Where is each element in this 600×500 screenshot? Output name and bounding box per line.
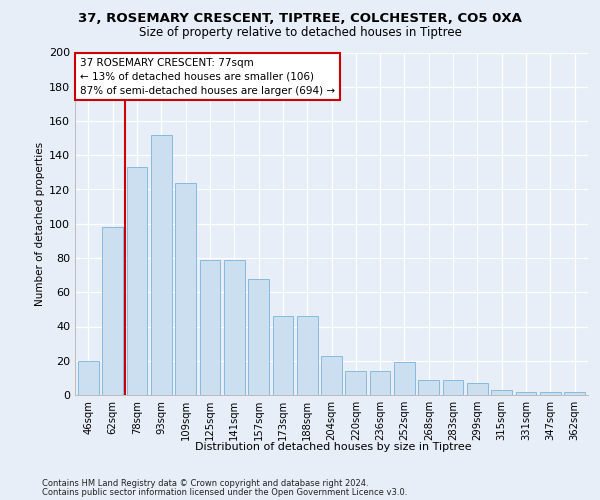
Bar: [127, 167, 148, 395]
Bar: [394, 362, 415, 395]
Bar: [272, 316, 293, 395]
Bar: [491, 390, 512, 395]
Text: 37, ROSEMARY CRESCENT, TIPTREE, COLCHESTER, CO5 0XA: 37, ROSEMARY CRESCENT, TIPTREE, COLCHEST…: [78, 12, 522, 24]
Bar: [443, 380, 463, 395]
Text: 37 ROSEMARY CRESCENT: 77sqm
← 13% of detached houses are smaller (106)
87% of se: 37 ROSEMARY CRESCENT: 77sqm ← 13% of det…: [80, 58, 335, 96]
Y-axis label: Number of detached properties: Number of detached properties: [35, 142, 45, 306]
Text: Distribution of detached houses by size in Tiptree: Distribution of detached houses by size …: [194, 442, 472, 452]
Bar: [103, 227, 123, 395]
Bar: [297, 316, 317, 395]
Bar: [200, 260, 220, 395]
Text: Contains public sector information licensed under the Open Government Licence v3: Contains public sector information licen…: [42, 488, 407, 497]
Bar: [346, 371, 366, 395]
Bar: [370, 371, 391, 395]
Bar: [418, 380, 439, 395]
Bar: [224, 260, 245, 395]
Bar: [248, 278, 269, 395]
Bar: [321, 356, 342, 395]
Bar: [564, 392, 585, 395]
Bar: [175, 182, 196, 395]
Text: Size of property relative to detached houses in Tiptree: Size of property relative to detached ho…: [139, 26, 461, 39]
Text: Contains HM Land Registry data © Crown copyright and database right 2024.: Contains HM Land Registry data © Crown c…: [42, 478, 368, 488]
Bar: [78, 361, 99, 395]
Bar: [467, 383, 488, 395]
Bar: [540, 392, 560, 395]
Bar: [515, 392, 536, 395]
Bar: [151, 134, 172, 395]
